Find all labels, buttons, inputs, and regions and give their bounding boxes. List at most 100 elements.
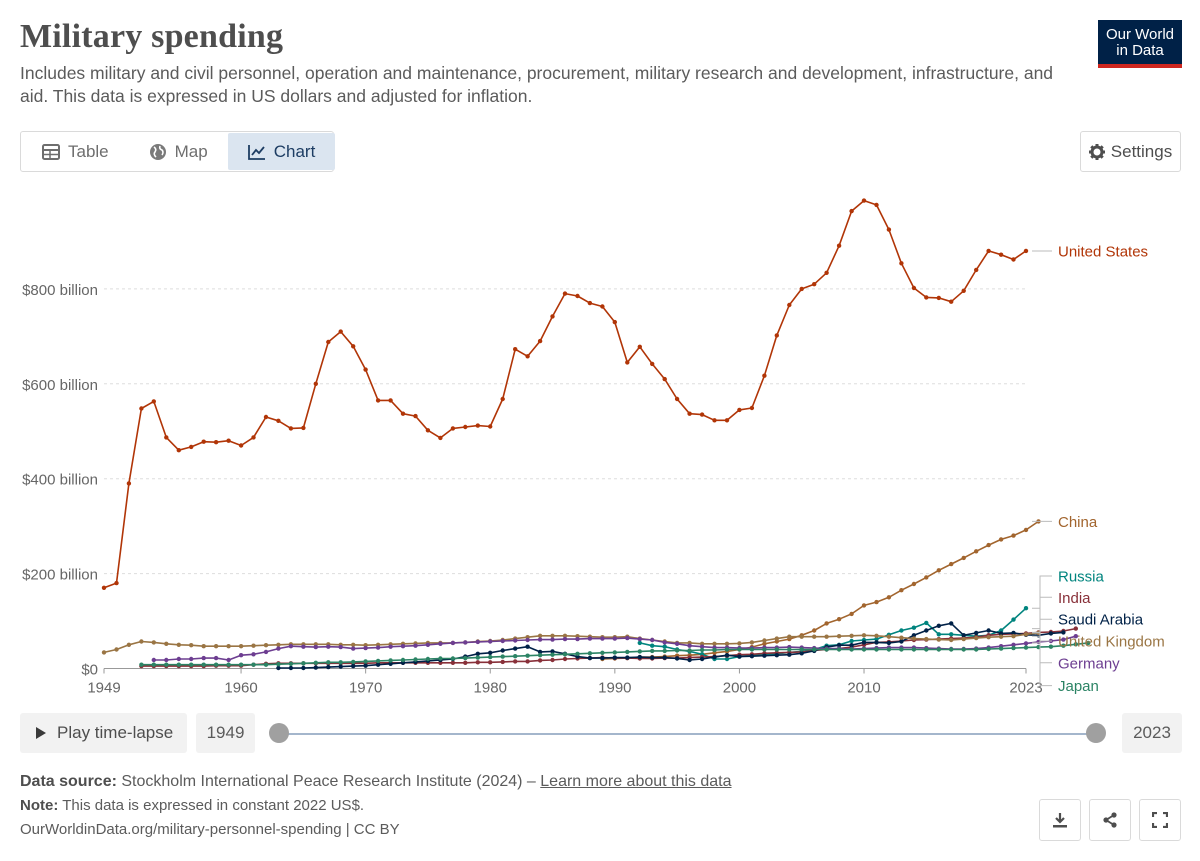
data-point: [650, 637, 655, 643]
tab-map[interactable]: Map: [129, 133, 228, 170]
legend-label-saudi-arabia: Saudi Arabia: [1058, 612, 1144, 629]
data-point: [450, 426, 456, 431]
data-point: [301, 665, 306, 671]
data-point: [500, 654, 505, 659]
logo-line-1: Our World: [1105, 26, 1175, 43]
settings-button[interactable]: Settings: [1080, 131, 1181, 172]
data-point: [151, 399, 156, 404]
view-tabs: Table Map Chart: [20, 131, 336, 172]
data-point: [986, 646, 991, 652]
data-point: [849, 643, 854, 648]
data-point: [450, 660, 456, 665]
data-point: [562, 291, 568, 296]
data-point: [363, 645, 368, 651]
data-point: [438, 641, 443, 646]
data-point: [998, 646, 1004, 651]
y-tick-label: $600 billion: [22, 377, 98, 394]
data-point: [500, 638, 505, 644]
data-point: [899, 635, 904, 640]
data-point: [687, 648, 692, 653]
table-icon: [42, 143, 60, 160]
data-point: [463, 640, 468, 645]
data-point: [625, 635, 630, 641]
data-point: [450, 640, 456, 646]
data-point: [924, 647, 929, 652]
data-point: [550, 637, 555, 642]
data-point: [375, 662, 381, 667]
data-point: [500, 396, 505, 402]
data-point: [762, 373, 767, 378]
data-point: [762, 647, 767, 652]
data-point: [861, 198, 867, 203]
line-chart-icon: [247, 144, 266, 160]
data-point: [849, 647, 854, 652]
data-point: [961, 647, 966, 652]
data-point: [1048, 631, 1054, 636]
timeline-track[interactable]: [279, 733, 1096, 735]
download-button[interactable]: [1039, 799, 1081, 841]
data-point: [861, 633, 867, 638]
data-point: [637, 636, 642, 642]
data-point: [201, 655, 206, 661]
learn-more-link[interactable]: Learn more about this data: [540, 773, 732, 790]
data-point: [724, 656, 730, 662]
data-point: [874, 633, 879, 638]
data-point: [313, 660, 318, 665]
play-timelapse-button[interactable]: Play time-lapse: [20, 713, 187, 753]
y-tick-label: $200 billion: [22, 567, 98, 584]
data-point: [213, 655, 219, 661]
share-button[interactable]: [1089, 799, 1131, 841]
data-point: [824, 634, 829, 639]
data-point: [936, 637, 941, 642]
data-point: [637, 344, 642, 349]
data-point: [425, 656, 431, 662]
page-title: Military spending: [20, 18, 284, 55]
data-point: [126, 481, 132, 486]
data-point: [139, 406, 144, 411]
data-point: [363, 367, 368, 372]
timeline-start-handle[interactable]: [269, 723, 289, 743]
data-point: [899, 628, 904, 633]
data-point: [949, 621, 954, 626]
data-point: [974, 647, 979, 652]
data-point: [1073, 642, 1079, 647]
data-point: [301, 425, 306, 431]
tab-chart[interactable]: Chart: [227, 133, 336, 170]
data-point: [612, 319, 617, 325]
data-point: [575, 651, 580, 656]
data-point: [550, 314, 555, 319]
data-point: [189, 656, 194, 662]
play-icon: [35, 726, 47, 740]
data-point: [425, 642, 431, 647]
fullscreen-button[interactable]: [1139, 799, 1181, 841]
citation-url[interactable]: OurWorldinData.org/military-personnel-sp…: [20, 821, 400, 838]
data-point: [662, 376, 667, 382]
timeline-end-handle[interactable]: [1086, 723, 1106, 743]
data-point: [126, 642, 132, 647]
data-point: [986, 542, 991, 548]
data-point: [1023, 641, 1029, 646]
data-point: [176, 448, 181, 453]
data-point: [251, 662, 256, 667]
tab-chart-label: Chart: [273, 141, 316, 161]
data-point: [699, 412, 705, 417]
legend-label-united-kingdom: United Kingdom: [1058, 633, 1165, 650]
data-point: [650, 655, 655, 660]
data-point: [101, 585, 107, 590]
data-point: [762, 653, 767, 658]
start-year-box[interactable]: 1949: [196, 713, 255, 753]
data-point: [936, 295, 941, 301]
data-point: [351, 659, 356, 665]
data-point: [998, 634, 1004, 639]
data-point: [276, 646, 281, 651]
end-year-box[interactable]: 2023: [1122, 713, 1182, 753]
data-point: [924, 628, 929, 633]
data-point: [488, 650, 493, 655]
data-point: [861, 647, 867, 652]
data-point: [587, 651, 593, 656]
data-point: [438, 656, 443, 661]
x-tick-label: 1990: [598, 680, 631, 697]
data-point: [1086, 640, 1091, 646]
owid-logo[interactable]: Our World in Data: [1098, 20, 1182, 68]
tab-table[interactable]: Table: [22, 133, 129, 170]
